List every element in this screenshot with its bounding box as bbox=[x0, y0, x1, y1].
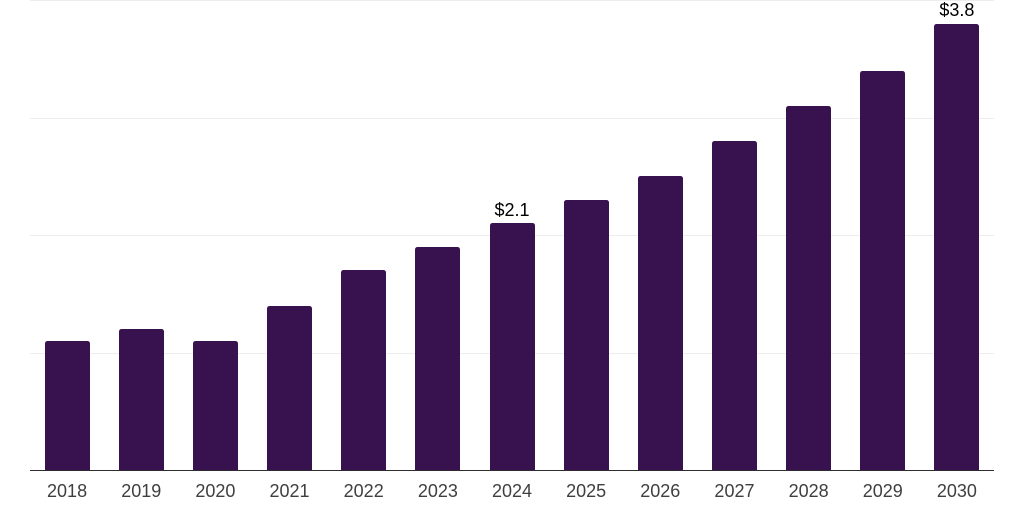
bar-value-label-2030: $3.8 bbox=[939, 0, 975, 20]
x-tick-label-2024: 2024 bbox=[491, 481, 533, 501]
bar-2024 bbox=[489, 223, 535, 470]
x-tick-label-2023: 2023 bbox=[417, 481, 458, 501]
bar-2022 bbox=[341, 270, 387, 470]
bar-2030 bbox=[934, 23, 980, 470]
x-tick-label-2030: 2030 bbox=[936, 481, 977, 501]
gridline bbox=[30, 117, 994, 119]
x-tick-label-2020: 2020 bbox=[195, 481, 236, 501]
x-tick-label-2027: 2027 bbox=[714, 481, 755, 501]
x-tick-label-2028: 2028 bbox=[788, 481, 829, 501]
x-tick-label-2018: 2018 bbox=[47, 481, 88, 501]
x-tick-label-2021: 2021 bbox=[269, 481, 310, 501]
x-tick-label-2022: 2022 bbox=[343, 481, 384, 501]
gridline bbox=[30, 0, 994, 1]
bar-2026 bbox=[637, 176, 683, 470]
bar-2027 bbox=[711, 141, 757, 470]
bar-2018 bbox=[44, 340, 90, 470]
x-tick-label-2025: 2025 bbox=[566, 481, 607, 501]
bar-2023 bbox=[415, 246, 461, 470]
bar-2029 bbox=[860, 70, 906, 470]
x-axis: 2018 2019 2020 2021 2022 2023 2024 2025 2026 2027… bbox=[30, 471, 994, 512]
bar-2021 bbox=[267, 305, 313, 470]
bar-2020 bbox=[192, 340, 238, 470]
x-tick-label-2019: 2019 bbox=[121, 481, 162, 501]
bar-value-label-2024: $2.1 bbox=[494, 199, 530, 220]
plot-area: $2.1 $3.8 bbox=[30, 0, 994, 471]
x-tick-label-2029: 2029 bbox=[862, 481, 903, 501]
x-tick-label-2026: 2026 bbox=[640, 481, 681, 501]
bar-2025 bbox=[563, 199, 609, 470]
bar-2028 bbox=[786, 105, 832, 470]
bar-2019 bbox=[118, 329, 164, 470]
